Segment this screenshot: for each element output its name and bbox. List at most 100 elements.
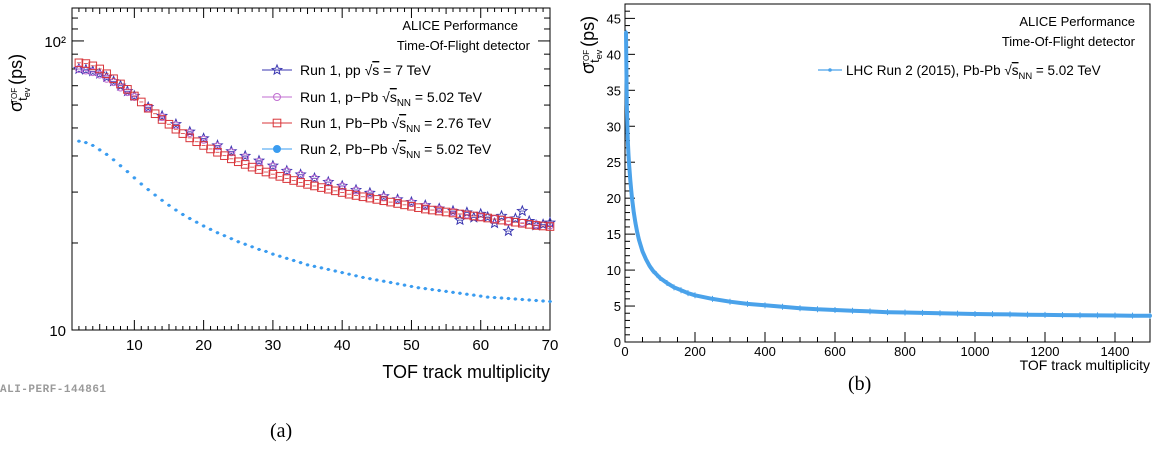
data-point	[506, 296, 511, 301]
data-point	[451, 290, 455, 294]
data-point	[227, 154, 236, 164]
y-tick-label: 10²	[44, 34, 66, 51]
data-point	[1026, 313, 1029, 316]
data-point	[694, 294, 696, 297]
caption-b: (b)	[848, 373, 872, 395]
data-point	[659, 276, 661, 279]
data-point	[202, 224, 206, 228]
data-point	[299, 261, 303, 265]
data-point	[538, 221, 548, 231]
data-point	[476, 212, 486, 222]
data-point	[1096, 314, 1099, 317]
data-point	[458, 291, 462, 295]
y-tick-label: 0	[614, 335, 621, 350]
data-point	[252, 154, 266, 166]
data-point	[109, 74, 118, 84]
data-point	[382, 279, 386, 283]
data-point	[350, 183, 363, 196]
data-point	[851, 309, 854, 312]
annotation-tof: Time-Of-Flight detector	[397, 38, 531, 53]
data-point	[781, 305, 784, 308]
data-point	[502, 224, 515, 237]
data-point	[1131, 314, 1134, 317]
legend-label: LHC Run 2 (2015), Pb-Pb √sNN = 5.02 TeV	[846, 63, 1101, 82]
data-point	[939, 312, 941, 315]
data-point	[354, 274, 358, 278]
annotation-tof: Time-Of-Flight detector	[1002, 34, 1136, 49]
data-point	[266, 159, 280, 171]
data-point	[423, 287, 427, 291]
data-point	[631, 197, 633, 200]
data-point	[111, 158, 116, 162]
data-point	[379, 196, 389, 206]
data-point	[531, 221, 541, 230]
data-point	[634, 222, 637, 225]
data-point	[310, 181, 319, 191]
data-point	[317, 183, 326, 192]
data-point	[638, 238, 640, 241]
data-point	[344, 189, 354, 199]
data-point	[1114, 314, 1116, 317]
data-point	[869, 310, 871, 313]
data-point	[160, 198, 164, 202]
y-tick-label: 35	[607, 83, 621, 98]
data-point	[511, 217, 520, 227]
data-point	[257, 247, 261, 252]
legend-marker	[270, 63, 284, 76]
series-0	[624, 29, 1152, 319]
data-point	[652, 269, 654, 272]
data-point	[271, 252, 275, 256]
legend-label: Run 2, Pb−Pb √sNN = 5.02 TeV	[300, 141, 492, 161]
data-point	[247, 162, 257, 172]
data-point	[333, 269, 337, 273]
x-axis-label: TOF track multiplicity	[1020, 357, 1150, 373]
data-point	[167, 203, 171, 207]
data-point	[427, 205, 437, 215]
data-point	[116, 79, 125, 89]
y-tick-label: 45	[607, 11, 621, 26]
data-point	[372, 195, 382, 204]
data-point	[495, 209, 508, 222]
data-point	[123, 85, 132, 94]
data-point	[402, 283, 407, 287]
data-point	[215, 231, 220, 235]
data-point	[441, 207, 451, 217]
data-point	[81, 59, 91, 68]
data-point	[1149, 314, 1151, 317]
annotation-alice: ALICE Performance	[402, 18, 518, 33]
data-point	[517, 218, 527, 228]
data-point	[625, 103, 628, 106]
data-point	[974, 312, 976, 315]
data-point	[118, 164, 123, 168]
data-point	[292, 258, 296, 263]
annotation-alice: ALICE Performance	[1019, 14, 1135, 29]
data-point	[377, 189, 390, 202]
data-point	[386, 197, 395, 207]
data-point	[483, 213, 492, 223]
data-point	[956, 312, 959, 315]
data-point	[240, 160, 250, 169]
x-tick-label: 1000	[961, 344, 990, 359]
data-point	[680, 289, 682, 292]
data-point	[437, 288, 441, 293]
x-tick-label: 800	[894, 344, 916, 359]
data-point	[211, 139, 224, 151]
data-point	[405, 195, 418, 208]
data-point	[322, 175, 335, 188]
data-point	[296, 178, 305, 187]
data-point	[153, 193, 157, 197]
data-point	[921, 311, 924, 314]
data-point	[490, 214, 499, 224]
data-point	[486, 295, 490, 299]
data-point	[143, 103, 153, 113]
data-point	[181, 212, 185, 217]
y-tick-label: 10	[49, 323, 66, 340]
legend-marker	[272, 118, 282, 128]
data-point	[469, 211, 479, 221]
data-point	[886, 311, 889, 314]
legend-marker	[273, 145, 281, 153]
data-point	[625, 31, 628, 34]
data-point	[548, 299, 552, 304]
chart-b: 0 200 400 600 800 1000 1200 1400 0 5 10 15 20 25 30 35 4…	[578, 3, 1152, 373]
x-tick-label: 0	[621, 344, 628, 359]
